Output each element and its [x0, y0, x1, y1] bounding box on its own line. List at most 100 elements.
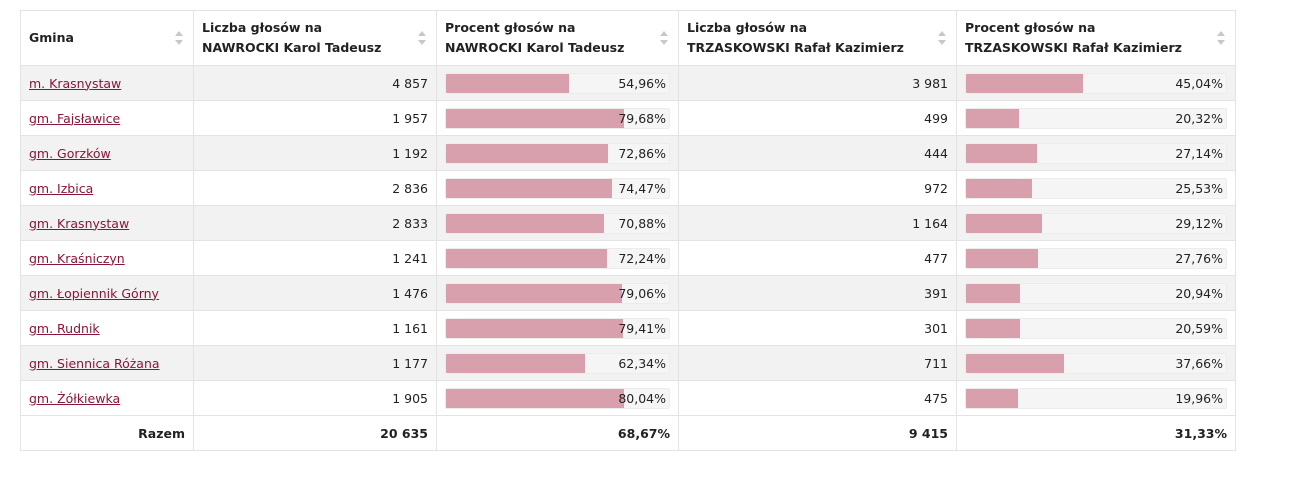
trzaskowski-votes-cell: 3 981: [678, 65, 957, 101]
col-header-nawrocki-votes[interactable]: Liczba głosów na NAWROCKI Karol Tadeusz: [193, 10, 437, 66]
percent-bar-fill: [966, 108, 1019, 128]
percent-label: 70,88%: [618, 215, 666, 231]
percent-bar: 20,59%: [965, 317, 1227, 339]
percent-bar-fill: [446, 73, 569, 93]
percent-bar: 37,66%: [965, 352, 1227, 374]
percent-bar: 72,24%: [445, 247, 670, 269]
nawrocki-votes-cell: 1 905: [193, 380, 437, 416]
gmina-link[interactable]: gm. Fajsławice: [29, 110, 121, 126]
percent-bar: 79,68%: [445, 107, 670, 129]
percent-label: 79,06%: [618, 285, 666, 301]
sort-up-arrow-icon: [938, 31, 946, 36]
gmina-link[interactable]: gm. Izbica: [29, 180, 94, 196]
gmina-link[interactable]: gm. Kraśniczyn: [29, 250, 125, 266]
percent-label: 79,41%: [618, 320, 666, 336]
header-label-line: Procent głosów na: [445, 20, 576, 35]
percent-label: 20,59%: [1175, 320, 1223, 336]
nawrocki-percent-cell: 79,68%: [436, 100, 679, 136]
nawrocki-votes-cell: 1 161: [193, 310, 437, 346]
trzaskowski-percent-cell: 20,32%: [956, 100, 1236, 136]
sort-down-arrow-icon: [418, 40, 426, 45]
sort-icon[interactable]: [418, 30, 426, 46]
trzaskowski-percent-cell: 20,59%: [956, 310, 1236, 346]
gmina-link[interactable]: gm. Rudnik: [29, 320, 100, 336]
col-header-gmina[interactable]: Gmina: [20, 10, 194, 66]
col-header-trzaskowski-percent[interactable]: Procent głosów na TRZASKOWSKI Rafał Kazim…: [956, 10, 1236, 66]
percent-bar-fill: [446, 248, 608, 268]
header-row: Gmina Liczba głosów na NAWROCKI Karol Tade…: [20, 10, 1236, 66]
gmina-link[interactable]: gm. Łopiennik Górny: [29, 285, 159, 301]
sort-icon[interactable]: [1217, 30, 1225, 46]
percent-bar: 79,06%: [445, 282, 670, 304]
gmina-cell: gm. Łopiennik Górny: [20, 275, 194, 311]
percent-label: 72,24%: [618, 250, 666, 266]
sort-icon[interactable]: [660, 30, 668, 46]
percent-bar: 79,41%: [445, 317, 670, 339]
nawrocki-percent-cell: 54,96%: [436, 65, 679, 101]
gmina-cell: gm. Rudnik: [20, 310, 194, 346]
trzaskowski-votes-cell: 499: [678, 100, 957, 136]
gmina-link[interactable]: gm. Krasnystaw: [29, 215, 130, 231]
percent-label: 27,14%: [1175, 145, 1223, 161]
nawrocki-votes-cell: 2 836: [193, 170, 437, 206]
gmina-link[interactable]: gm. Żółkiewka: [29, 390, 121, 406]
nawrocki-percent-cell: 74,47%: [436, 170, 679, 206]
trzaskowski-votes-cell: 972: [678, 170, 957, 206]
percent-label: 80,04%: [618, 390, 666, 406]
table-row: gm. Izbica 2 836 74,47% 972 25,53%: [20, 170, 1236, 206]
nawrocki-percent-cell: 70,88%: [436, 205, 679, 241]
gmina-link[interactable]: gm. Gorzków: [29, 145, 111, 161]
trzaskowski-percent-cell: 29,12%: [956, 205, 1236, 241]
sort-down-arrow-icon: [660, 40, 668, 45]
percent-bar: 70,88%: [445, 212, 670, 234]
total-nawrocki-votes: 20 635: [193, 415, 437, 451]
trzaskowski-percent-cell: 27,76%: [956, 240, 1236, 276]
trzaskowski-percent-cell: 45,04%: [956, 65, 1236, 101]
trzaskowski-votes-cell: 475: [678, 380, 957, 416]
results-table: Gmina Liczba głosów na NAWROCKI Karol Tade…: [20, 10, 1236, 451]
percent-label: 19,96%: [1175, 390, 1223, 406]
col-header-nawrocki-percent[interactable]: Procent głosów na NAWROCKI Karol Tadeusz: [436, 10, 679, 66]
trzaskowski-percent-cell: 19,96%: [956, 380, 1236, 416]
trzaskowski-percent-cell: 37,66%: [956, 345, 1236, 381]
gmina-link[interactable]: gm. Siennica Różana: [29, 355, 160, 371]
sort-up-arrow-icon: [175, 31, 183, 36]
header-label-line: Gmina: [29, 30, 74, 45]
trzaskowski-votes-cell: 301: [678, 310, 957, 346]
gmina-cell: gm. Siennica Różana: [20, 345, 194, 381]
total-nawrocki-percent: 68,67%: [436, 415, 679, 451]
header-label-line: NAWROCKI Karol Tadeusz: [445, 40, 625, 55]
nawrocki-percent-cell: 72,24%: [436, 240, 679, 276]
percent-bar: 62,34%: [445, 352, 670, 374]
header-label-line: Procent głosów na: [965, 20, 1096, 35]
percent-label: 27,76%: [1175, 250, 1223, 266]
col-header-trzaskowski-votes[interactable]: Liczba głosów na TRZASKOWSKI Rafał Kazimi…: [678, 10, 957, 66]
gmina-link[interactable]: m. Krasnystaw: [29, 75, 122, 91]
table-row: gm. Siennica Różana 1 177 62,34% 711 37,66%: [20, 345, 1236, 381]
percent-bar-fill: [966, 248, 1039, 268]
table-row: gm. Żółkiewka 1 905 80,04% 475 19,96%: [20, 380, 1236, 416]
percent-label: 20,32%: [1175, 110, 1223, 126]
nawrocki-votes-cell: 4 857: [193, 65, 437, 101]
percent-label: 37,66%: [1175, 355, 1223, 371]
table-row: gm. Gorzków 1 192 72,86% 444 27,14%: [20, 135, 1236, 171]
total-trzaskowski-votes: 9 415: [678, 415, 957, 451]
gmina-cell: gm. Żółkiewka: [20, 380, 194, 416]
percent-bar-fill: [446, 143, 609, 163]
percent-bar: 74,47%: [445, 177, 670, 199]
nawrocki-votes-cell: 1 192: [193, 135, 437, 171]
sort-icon[interactable]: [175, 30, 183, 46]
header-label-line: NAWROCKI Karol Tadeusz: [202, 40, 382, 55]
table-row: gm. Krasnystaw 2 833 70,88% 1 164 29,12%: [20, 205, 1236, 241]
percent-bar: 54,96%: [445, 72, 670, 94]
gmina-cell: gm. Izbica: [20, 170, 194, 206]
percent-label: 72,86%: [618, 145, 666, 161]
percent-bar-fill: [966, 318, 1020, 338]
nawrocki-percent-cell: 72,86%: [436, 135, 679, 171]
total-trzaskowski-percent: 31,33%: [956, 415, 1236, 451]
percent-bar-fill: [966, 353, 1064, 373]
sort-icon[interactable]: [938, 30, 946, 46]
total-label: Razem: [20, 415, 194, 451]
sort-down-arrow-icon: [175, 40, 183, 45]
percent-bar-fill: [966, 283, 1021, 303]
